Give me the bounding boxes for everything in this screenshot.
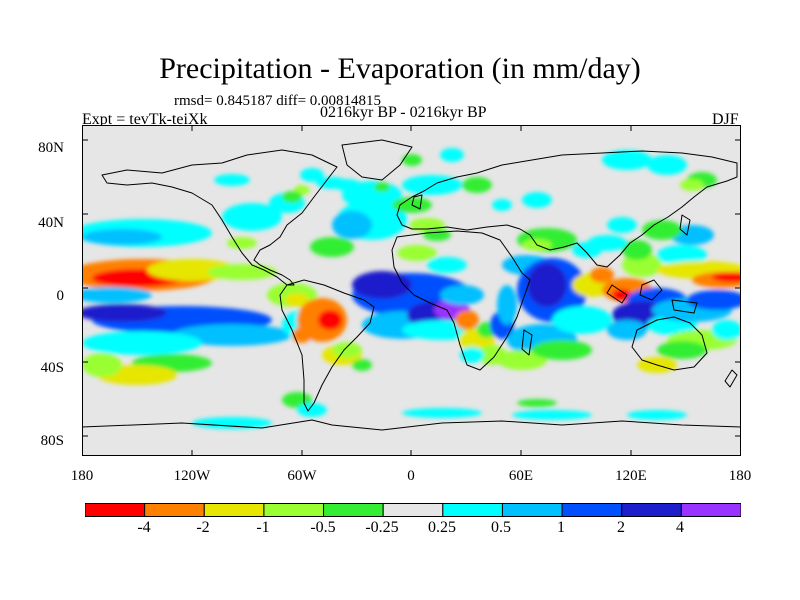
chart-title: Precipitation - Evaporation (in mm/day)	[159, 52, 641, 85]
lon-label-60w: 60W	[287, 468, 317, 484]
colorbar-label: -0.25	[365, 519, 399, 536]
lon-label-0: 0	[407, 468, 415, 484]
colorbar-swatch	[85, 503, 146, 517]
stats-text: rmsd= 0.845187 diff= 0.00814815	[174, 93, 382, 109]
colorbar-label: 4	[676, 519, 684, 536]
colorbar-swatch	[561, 503, 623, 517]
colorbar-swatch	[203, 503, 265, 517]
colorbar-label: -2	[196, 519, 210, 536]
coastlines	[82, 139, 741, 431]
lon-label-180w: 180	[70, 468, 94, 484]
colorbar-label: 2	[617, 519, 625, 536]
colorbar-swatch	[323, 503, 384, 517]
lat-label-80s: 80S	[40, 433, 64, 449]
colorbar-label: -4	[137, 519, 151, 536]
colorbar-label: -1	[256, 519, 270, 536]
lon-label-120w: 120W	[173, 468, 211, 484]
colorbar-swatch	[442, 503, 503, 517]
colorbar-swatch	[382, 503, 444, 517]
colorbar-swatch	[621, 503, 682, 517]
colorbar-swatch	[680, 503, 741, 517]
colorbar-swatch	[263, 503, 325, 517]
lon-label-60e: 60E	[508, 468, 534, 484]
colorbar-label: 1	[557, 519, 565, 536]
colorbar-label: 0.25	[428, 519, 456, 536]
lon-label-120e: 120E	[615, 468, 647, 484]
lat-label-0: 0	[56, 288, 65, 304]
colorbar	[85, 503, 741, 517]
colorbar-swatch	[144, 503, 205, 517]
colorbar-label: -0.5	[310, 519, 336, 536]
lat-label-40n: 40N	[38, 215, 64, 231]
period-label: 0216kyr BP - 0216kyr BP	[320, 104, 487, 121]
lat-label-40s: 40S	[40, 360, 64, 376]
colorbar-label: 0.5	[491, 519, 511, 536]
season-label: DJF	[712, 111, 739, 128]
colorbar-swatch	[501, 503, 563, 517]
field-patches	[82, 148, 741, 429]
map-ticks	[82, 125, 741, 456]
experiment-label: Expt = tevTk-teiXk	[82, 111, 208, 128]
world-map	[82, 125, 741, 456]
lat-label-80n: 80N	[38, 140, 64, 156]
lon-label-180e: 180	[728, 468, 752, 484]
